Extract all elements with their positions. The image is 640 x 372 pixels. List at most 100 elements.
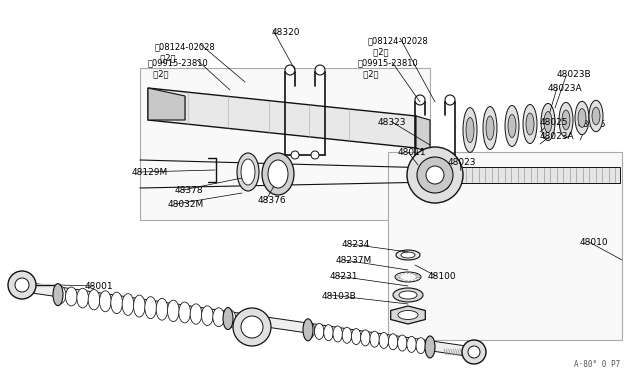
Ellipse shape bbox=[213, 308, 225, 327]
Text: 48103B: 48103B bbox=[322, 292, 356, 301]
Ellipse shape bbox=[305, 322, 315, 338]
Text: 48323: 48323 bbox=[378, 118, 406, 127]
Ellipse shape bbox=[111, 292, 122, 314]
Ellipse shape bbox=[53, 283, 63, 306]
Ellipse shape bbox=[397, 335, 407, 351]
Circle shape bbox=[462, 340, 486, 364]
Text: 48129M: 48129M bbox=[132, 168, 168, 177]
Ellipse shape bbox=[190, 304, 202, 324]
Text: 48011: 48011 bbox=[398, 148, 427, 157]
Ellipse shape bbox=[134, 295, 145, 317]
Circle shape bbox=[468, 346, 480, 358]
Circle shape bbox=[445, 95, 455, 105]
Ellipse shape bbox=[179, 302, 191, 323]
Bar bbox=[140, 68, 430, 220]
Text: 48100: 48100 bbox=[428, 272, 456, 281]
Polygon shape bbox=[148, 88, 416, 148]
Ellipse shape bbox=[505, 106, 519, 147]
Ellipse shape bbox=[333, 326, 342, 342]
Text: 48001: 48001 bbox=[85, 282, 114, 291]
Ellipse shape bbox=[425, 336, 435, 358]
Ellipse shape bbox=[523, 105, 537, 144]
Circle shape bbox=[15, 278, 29, 292]
Ellipse shape bbox=[486, 116, 494, 140]
Text: 48378: 48378 bbox=[175, 186, 204, 195]
Text: 48320: 48320 bbox=[272, 28, 301, 37]
Bar bbox=[388, 152, 622, 340]
Text: A·80° 0 P7: A·80° 0 P7 bbox=[573, 360, 620, 369]
Polygon shape bbox=[416, 116, 430, 152]
Circle shape bbox=[315, 65, 325, 75]
Text: 48125: 48125 bbox=[578, 120, 607, 129]
Ellipse shape bbox=[379, 333, 388, 349]
Ellipse shape bbox=[233, 308, 271, 346]
Ellipse shape bbox=[562, 110, 570, 130]
Ellipse shape bbox=[342, 327, 351, 343]
Circle shape bbox=[441, 181, 449, 189]
Ellipse shape bbox=[398, 311, 418, 320]
Circle shape bbox=[311, 151, 319, 159]
Circle shape bbox=[415, 95, 425, 105]
Text: 48010: 48010 bbox=[580, 238, 609, 247]
Ellipse shape bbox=[396, 250, 420, 260]
Ellipse shape bbox=[508, 115, 516, 138]
Ellipse shape bbox=[544, 112, 552, 132]
Ellipse shape bbox=[592, 107, 600, 125]
Ellipse shape bbox=[54, 286, 66, 304]
Circle shape bbox=[285, 65, 295, 75]
Ellipse shape bbox=[361, 330, 370, 346]
Ellipse shape bbox=[589, 100, 603, 132]
Ellipse shape bbox=[393, 288, 423, 302]
Ellipse shape bbox=[407, 336, 416, 352]
Ellipse shape bbox=[399, 291, 417, 299]
Ellipse shape bbox=[237, 153, 259, 191]
Text: Ⓠ09915-23810
  （2）: Ⓠ09915-23810 （2） bbox=[358, 58, 419, 78]
Ellipse shape bbox=[417, 157, 453, 193]
Ellipse shape bbox=[268, 160, 288, 188]
Ellipse shape bbox=[426, 166, 444, 184]
Ellipse shape bbox=[77, 288, 88, 308]
Circle shape bbox=[421, 181, 429, 189]
Ellipse shape bbox=[526, 113, 534, 135]
Ellipse shape bbox=[88, 289, 100, 310]
Ellipse shape bbox=[541, 103, 555, 141]
Ellipse shape bbox=[303, 319, 313, 341]
Polygon shape bbox=[18, 281, 480, 358]
Text: 48023A: 48023A bbox=[548, 84, 582, 93]
Text: 48023: 48023 bbox=[448, 158, 477, 167]
Ellipse shape bbox=[351, 328, 361, 344]
Ellipse shape bbox=[202, 306, 213, 326]
Ellipse shape bbox=[223, 308, 233, 330]
Ellipse shape bbox=[401, 252, 415, 258]
Text: ⒵08124-02028
  （2）: ⒵08124-02028 （2） bbox=[155, 42, 216, 62]
Text: 48032M: 48032M bbox=[168, 200, 204, 209]
Polygon shape bbox=[148, 88, 185, 120]
Ellipse shape bbox=[145, 297, 157, 319]
Ellipse shape bbox=[407, 147, 463, 203]
Ellipse shape bbox=[426, 339, 435, 355]
Ellipse shape bbox=[370, 331, 380, 347]
Ellipse shape bbox=[122, 294, 134, 315]
Polygon shape bbox=[390, 306, 426, 324]
Bar bbox=[435, 167, 620, 183]
Text: 48231: 48231 bbox=[330, 272, 358, 281]
Ellipse shape bbox=[314, 323, 324, 339]
Ellipse shape bbox=[99, 291, 111, 312]
Ellipse shape bbox=[156, 298, 168, 320]
Ellipse shape bbox=[578, 109, 586, 127]
Circle shape bbox=[8, 271, 36, 299]
Ellipse shape bbox=[324, 325, 333, 341]
Text: 48023A: 48023A bbox=[540, 132, 575, 141]
Text: Ⓠ09915-23810
  （2）: Ⓠ09915-23810 （2） bbox=[148, 58, 209, 78]
Ellipse shape bbox=[224, 310, 236, 328]
Ellipse shape bbox=[416, 338, 426, 354]
Circle shape bbox=[291, 151, 299, 159]
Ellipse shape bbox=[168, 300, 179, 321]
Text: 48376: 48376 bbox=[258, 196, 287, 205]
Text: ⒵08124-02028
  （2）: ⒵08124-02028 （2） bbox=[368, 36, 429, 56]
Text: 48025: 48025 bbox=[540, 118, 568, 127]
Ellipse shape bbox=[559, 102, 573, 138]
Ellipse shape bbox=[388, 334, 398, 350]
Ellipse shape bbox=[241, 316, 263, 338]
Ellipse shape bbox=[575, 101, 589, 135]
